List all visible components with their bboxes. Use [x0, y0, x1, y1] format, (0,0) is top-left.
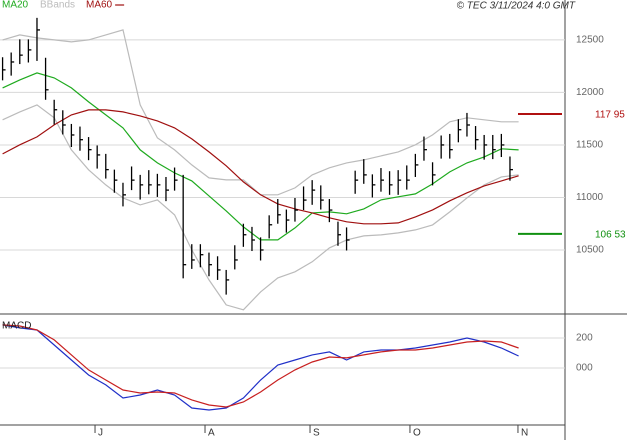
y-tick-label: 11500: [576, 140, 604, 151]
y-tick-label: 200: [576, 333, 593, 344]
level-label: 106 53: [595, 230, 626, 241]
band-lower: [2, 104, 519, 311]
timestamp: © TEC 3/11/2024 4:0 GMT: [457, 1, 576, 12]
legend-label: MA60: [86, 0, 113, 11]
y-tick-label: 12500: [576, 35, 604, 46]
x-tick-label: N: [521, 428, 528, 439]
line-series: [2, 324, 519, 408]
y-tick-label: 12000: [576, 87, 604, 98]
y-tick-label: 000: [576, 363, 593, 374]
x-tick-label: O: [413, 428, 421, 439]
line-series: [2, 109, 519, 225]
x-tick-label: A: [208, 428, 215, 439]
line-series: [2, 324, 519, 411]
y-tick-label: 10500: [576, 245, 604, 256]
panel-title: MACD: [2, 321, 31, 332]
legend-label: BBands: [40, 0, 75, 11]
y-tick-label: 11000: [576, 192, 604, 203]
x-tick-label: S: [313, 428, 320, 439]
level-label: 117 95: [595, 110, 625, 121]
x-tick-label: J: [98, 428, 103, 439]
legend-label: MA20: [2, 0, 29, 11]
